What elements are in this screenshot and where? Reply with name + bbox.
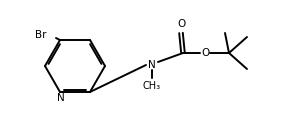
Text: CH₃: CH₃ — [143, 81, 161, 91]
Text: Br: Br — [35, 30, 46, 40]
Text: N: N — [148, 60, 156, 70]
Text: O: O — [201, 48, 209, 58]
Text: N: N — [57, 93, 65, 103]
Text: O: O — [177, 19, 185, 29]
